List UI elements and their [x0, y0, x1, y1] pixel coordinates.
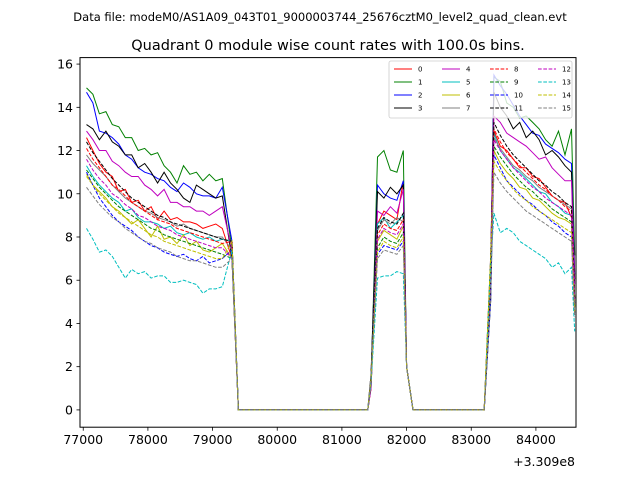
- y-tick-label: 2: [65, 359, 73, 374]
- legend-label-15: 15: [562, 105, 571, 113]
- legend-label-0: 0: [418, 66, 422, 74]
- legend-label-13: 13: [562, 79, 571, 87]
- legend-label-12: 12: [562, 66, 571, 74]
- x-tick-label: 80000: [257, 432, 297, 447]
- y-tick-label: 10: [57, 186, 73, 201]
- series-line-11: [86, 122, 576, 411]
- legend-label-4: 4: [466, 66, 471, 74]
- legend-label-5: 5: [466, 79, 470, 87]
- legend-label-3: 3: [418, 105, 422, 113]
- legend-label-7: 7: [466, 105, 470, 113]
- legend-label-11: 11: [514, 105, 523, 113]
- series-lines: [86, 73, 576, 411]
- plot-frame: [79, 57, 577, 428]
- series-line-9: [86, 144, 576, 411]
- y-tick-label: 8: [65, 229, 73, 244]
- y-tick-label: 14: [57, 100, 73, 115]
- figure-suptitle: Data file: modeM0/AS1A09_043T01_90000037…: [73, 10, 567, 24]
- legend-label-9: 9: [514, 79, 518, 87]
- x-tick-label: 84000: [516, 432, 556, 447]
- x-tick-label: 79000: [193, 432, 233, 447]
- y-tick-label: 4: [65, 316, 73, 331]
- legend-label-6: 6: [466, 92, 471, 100]
- x-tick-label: 81000: [322, 432, 362, 447]
- legend-label-1: 1: [418, 79, 422, 87]
- chart-title: Quadrant 0 module wise count rates with …: [131, 38, 525, 54]
- legend-box: [388, 60, 573, 119]
- series-line-14: [86, 159, 576, 411]
- x-tick-label: 82000: [387, 432, 427, 447]
- y-tick-label: 12: [57, 143, 73, 158]
- x-tick-label: 77000: [63, 432, 103, 447]
- y-tick-label: 6: [65, 273, 73, 288]
- y-tick-label: 0: [65, 402, 73, 417]
- legend-label-10: 10: [514, 92, 523, 100]
- y-axis: 0 2 4 6 8 10 12 14 16: [57, 57, 80, 417]
- legend-label-2: 2: [418, 92, 422, 100]
- y-tick-label: 16: [57, 57, 73, 72]
- x-tick-label: 78000: [128, 432, 168, 447]
- x-tick-label: 83000: [451, 432, 491, 447]
- legend-label-8: 8: [514, 66, 518, 74]
- series-line-15: [86, 170, 576, 411]
- x-offset-label: +3.309e8: [513, 454, 575, 469]
- x-axis: 77000 78000 79000 80000 81000 82000 83000 84000: [63, 427, 556, 447]
- legend-label-14: 14: [562, 92, 571, 100]
